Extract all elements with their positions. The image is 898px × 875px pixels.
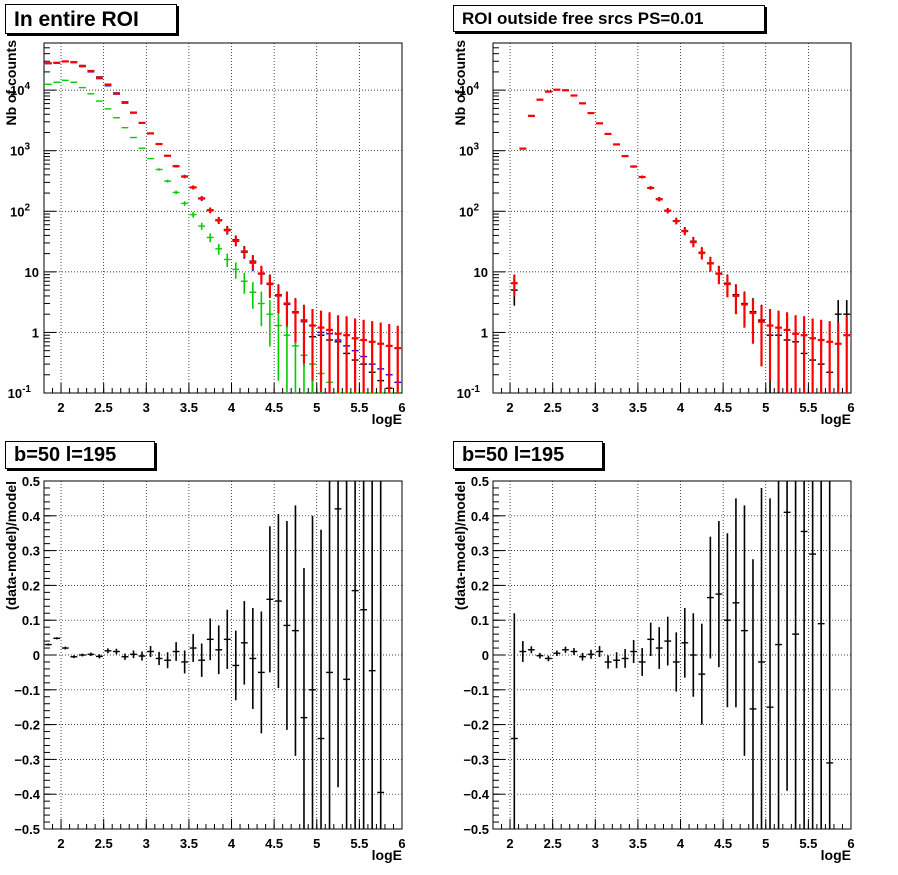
x-tick-label: 5 (762, 836, 769, 851)
x-tick-label: 3 (143, 400, 150, 415)
x-tick-label: 4 (677, 836, 685, 851)
panel-title-1: In entire ROI (5, 4, 177, 34)
x-tick-label: 3.5 (180, 400, 198, 415)
x-axis-title: logE (372, 411, 402, 427)
y-tick-label: 10-1 (457, 384, 481, 401)
x-tick-label: 2.5 (544, 400, 562, 415)
y-axis-title: Nb of counts (452, 40, 468, 126)
x-tick-label: 4 (228, 836, 236, 851)
y-tick-label: 10 (25, 265, 39, 280)
x-tick-label: 5 (313, 836, 320, 851)
x-tick-label: 4 (228, 400, 236, 415)
x-tick-label: 3.5 (180, 836, 198, 851)
x-tick-label: 3.5 (629, 400, 647, 415)
x-tick-label: 5 (313, 400, 320, 415)
x-tick-label: 2.5 (95, 400, 113, 415)
y-tick-label: −0.4 (14, 787, 40, 802)
x-tick-label: 2.5 (544, 836, 562, 851)
y-tick-label: −0.2 (14, 718, 40, 733)
x-tick-label: 5.5 (350, 400, 368, 415)
x-tick-label: 3.5 (629, 836, 647, 851)
y-tick-label: 0.1 (471, 613, 489, 628)
y-axis-title: (data-model)/model (3, 481, 19, 610)
x-tick-label: 6 (847, 836, 854, 851)
panel-title-2: ROI outside free srcs PS=0.01 (453, 5, 765, 32)
x-tick-label: 6 (847, 400, 854, 415)
plot-frame-4 (492, 480, 852, 830)
y-tick-label: 102 (459, 202, 479, 219)
x-tick-label: 2 (57, 400, 64, 415)
y-tick-label: 0 (33, 648, 40, 663)
y-tick-label: 0.4 (471, 509, 490, 524)
x-tick-label: 4.5 (265, 836, 283, 851)
y-tick-label: 103 (10, 142, 30, 159)
y-tick-label: 0.5 (471, 474, 489, 489)
x-tick-label: 6 (398, 400, 405, 415)
x-tick-label: 2 (57, 836, 64, 851)
y-tick-label: 1 (32, 325, 39, 340)
x-tick-label: 3 (592, 836, 599, 851)
x-tick-label: 5.5 (350, 836, 368, 851)
y-tick-label: −0.3 (463, 752, 489, 767)
x-tick-label: 6 (398, 836, 405, 851)
x-axis-title: logE (821, 411, 851, 427)
y-tick-label: 1 (481, 325, 488, 340)
x-tick-label: 4 (677, 400, 685, 415)
x-tick-label: 2.5 (95, 836, 113, 851)
x-tick-label: 2 (506, 400, 513, 415)
plot-frame-1 (43, 42, 403, 394)
x-tick-label: 4.5 (265, 400, 283, 415)
x-tick-label: 5 (762, 400, 769, 415)
y-tick-label: −0.1 (14, 683, 40, 698)
y-tick-label: 0.3 (22, 544, 40, 559)
y-tick-label: 0.1 (22, 613, 40, 628)
y-tick-label: 10-1 (8, 384, 32, 401)
x-tick-label: 3 (143, 836, 150, 851)
y-tick-label: −0.5 (463, 822, 489, 837)
x-tick-label: 2 (506, 836, 513, 851)
x-tick-label: 4.5 (714, 400, 732, 415)
y-tick-label: 103 (459, 142, 479, 159)
y-tick-label: 0.3 (471, 544, 489, 559)
panel-title-4: b=50 l=195 (453, 441, 603, 469)
x-tick-label: 3 (592, 400, 599, 415)
x-tick-label: 4.5 (714, 836, 732, 851)
y-tick-label: −0.4 (463, 787, 489, 802)
y-axis-title: Nb of counts (3, 40, 19, 126)
y-tick-label: −0.1 (463, 683, 489, 698)
plot-frame-2 (492, 42, 852, 394)
y-tick-label: −0.2 (463, 718, 489, 733)
y-tick-label: 0.5 (22, 474, 40, 489)
y-tick-label: 0 (482, 648, 489, 663)
y-tick-label: −0.5 (14, 822, 40, 837)
y-tick-label: 0.2 (471, 578, 489, 593)
y-tick-label: 0.2 (22, 578, 40, 593)
x-axis-title: logE (372, 847, 402, 863)
y-tick-label: −0.3 (14, 752, 40, 767)
y-tick-label: 10 (474, 265, 488, 280)
panel-title-3: b=50 l=195 (5, 441, 155, 469)
y-axis-title: (data-model)/model (452, 481, 468, 610)
x-tick-label: 5.5 (799, 836, 817, 851)
y-tick-label: 0.4 (22, 509, 41, 524)
x-tick-label: 5.5 (799, 400, 817, 415)
plot-frame-3 (43, 480, 403, 830)
y-tick-label: 102 (10, 202, 30, 219)
x-axis-title: logE (821, 847, 851, 863)
